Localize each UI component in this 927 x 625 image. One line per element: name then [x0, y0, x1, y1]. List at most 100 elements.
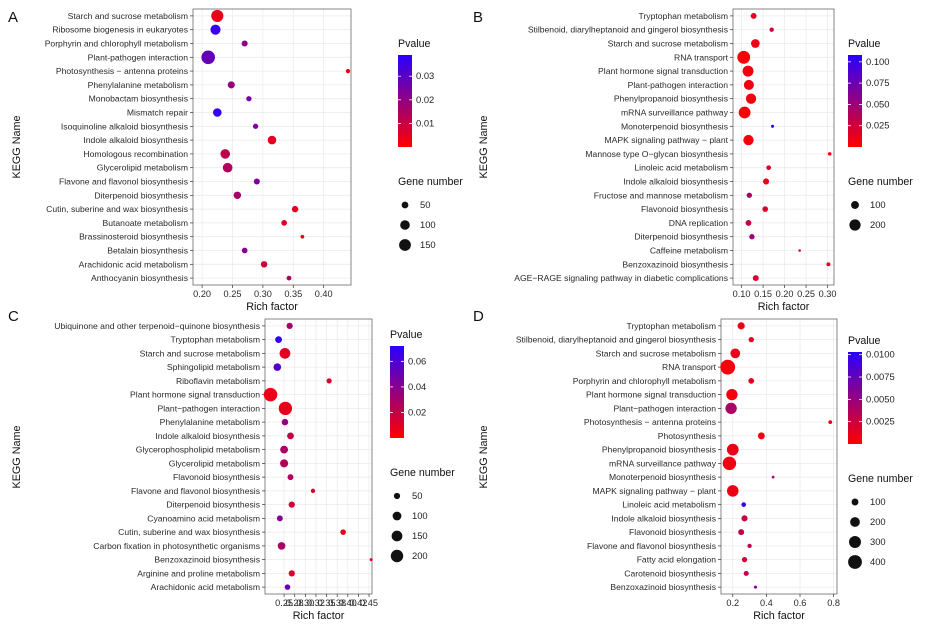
color-legend-label: 0.04 [408, 381, 426, 392]
y-tick-label: Diterpenoid biosynthesis [94, 190, 188, 200]
data-point [279, 347, 291, 359]
x-tick-label: 0.30 [819, 289, 837, 299]
x-tick-label: 0.30 [296, 598, 314, 608]
data-point [300, 234, 305, 239]
data-point [241, 247, 248, 254]
y-axis-title: KEGG Name [478, 426, 490, 489]
x-tick-label: 0.20 [193, 289, 211, 299]
color-legend-bar [848, 55, 862, 147]
data-point [746, 192, 752, 198]
y-tick-label: RNA transport [674, 52, 729, 62]
y-tick-label: Plant-pathogen interaction [628, 80, 729, 90]
data-point [310, 488, 316, 494]
y-tick-label: Porphyrin and chlorophyll metabolism [45, 39, 188, 49]
y-tick-label: RNA transport [662, 362, 717, 372]
data-point [201, 50, 215, 65]
y-tick-label: Indole alkaloid biosynthesis [155, 431, 260, 441]
x-tick-label: 0.28 [286, 598, 304, 608]
x-tick-label: 0.35 [284, 289, 302, 299]
y-tick-label: Plant−pathogen interaction [614, 403, 717, 413]
y-tick-label: AGE−RAGE signaling pathway in diabetic c… [514, 273, 728, 283]
data-point [287, 474, 294, 481]
data-point [222, 162, 233, 173]
y-tick-label: Carotenoid biosynthesis [624, 568, 716, 578]
data-point [340, 529, 346, 535]
color-legend-label: 0.075 [866, 77, 889, 88]
size-legend-dot [399, 239, 411, 251]
data-point [742, 65, 754, 77]
panel-b: B Tryptophan metabolism Stilbenoid, diaryl… [473, 8, 913, 313]
y-tick-label: Flavone and flavonol biosynthesis [587, 541, 716, 551]
x-tick-label: 0.25 [275, 598, 293, 608]
data-point [737, 50, 751, 64]
x-tick-label: 0.6 [794, 598, 807, 608]
y-tick-label: Indole alkaloid biosynthesis [83, 135, 188, 145]
data-point [748, 377, 755, 384]
y-tick-label: Mannose type O−glycan biosynthesis [585, 149, 728, 159]
color-legend-label: 0.02 [408, 406, 426, 417]
size-legend-dot [850, 517, 860, 527]
color-legend-label: 0.0025 [866, 416, 895, 427]
x-tick-label: 0.25 [224, 289, 242, 299]
y-tick-label: Cutin, suberine and wax biosynthesis [118, 527, 260, 537]
size-legend-title: Gene number [848, 473, 913, 485]
y-tick-label: Starch and sucrose metabolism [608, 39, 728, 49]
y-tick-label: Betalain biosynthesis [107, 246, 188, 256]
y-tick-label: Cutin, suberine and wax biosynthesis [46, 204, 188, 214]
color-legend-label: 0.03 [416, 70, 434, 81]
data-point [771, 475, 775, 479]
data-point [280, 459, 289, 468]
y-tick-label: Starch and sucrose metabolism [596, 348, 716, 358]
data-point [288, 570, 295, 577]
size-legend-dot [393, 492, 401, 500]
y-tick-label: mRNA surveillance pathway [621, 108, 729, 118]
y-tick-label: Arginine and proline metabolism [137, 568, 260, 578]
color-legend-title: Pvalue [398, 38, 430, 50]
y-tick-label: Ubiquinone and other terpenoid−quinone b… [54, 321, 260, 331]
data-point [720, 359, 736, 375]
x-tick-label: 0.8 [827, 598, 840, 608]
y-tick-label: Phenylalanine metabolism [88, 80, 188, 90]
size-legend-dot [851, 498, 859, 506]
plot-frame [264, 318, 373, 595]
y-tick-label: Phenylpropanoid biosynthesis [614, 94, 728, 104]
data-point [241, 40, 248, 47]
y-tick-label: DNA replication [669, 218, 728, 228]
panel-d: D Tryptophan metabolism Stilbenoid, diaryl… [473, 308, 913, 622]
data-point [369, 558, 373, 562]
data-point [726, 443, 739, 456]
y-tick-label: Plant hormone signal transduction [130, 390, 260, 400]
y-tick-label: Indole alkaloid biosynthesis [611, 513, 716, 523]
y-tick-label: Starch and sucrose metabolism [68, 11, 188, 21]
size-legend-dot [401, 201, 409, 209]
size-legend-dot [390, 549, 404, 563]
y-tick-label: Flavonoid biosynthesis [173, 472, 260, 482]
plot-background [193, 9, 351, 285]
data-point [798, 249, 801, 252]
data-point [213, 108, 222, 117]
y-tick-label: Plant-pathogen interaction [88, 52, 189, 62]
x-tick-label: 0.30 [254, 289, 272, 299]
x-tick-label: 0.4 [760, 598, 773, 608]
data-point [263, 387, 278, 402]
y-axis-title: KEGG Name [11, 426, 23, 489]
size-legend-dot [848, 555, 862, 569]
size-legend-label: 50 [420, 199, 430, 210]
size-legend-label: 100 [420, 219, 436, 230]
y-tick-label: Tryptophan metabolism [639, 11, 728, 21]
y-tick-label: Starch and sucrose metabolism [140, 348, 260, 358]
data-point [267, 135, 277, 145]
y-tick-label: Ribosome biogenesis in eukaryotes [52, 25, 188, 35]
size-legend-label: 100 [870, 496, 886, 507]
size-legend-dot [849, 536, 861, 548]
x-tick-label: 0.2 [726, 598, 739, 608]
y-tick-label: Arachidonic acid metabolism [79, 259, 188, 269]
y-tick-label: Carbon fixation in photosynthetic organi… [93, 541, 260, 551]
size-legend-dot [392, 511, 402, 521]
plot-frame [192, 8, 352, 286]
size-legend-label: 100 [412, 510, 428, 521]
size-legend-dot [851, 201, 859, 209]
data-point [751, 39, 760, 48]
data-point [260, 261, 268, 268]
x-tick-label: 0.10 [733, 289, 751, 299]
